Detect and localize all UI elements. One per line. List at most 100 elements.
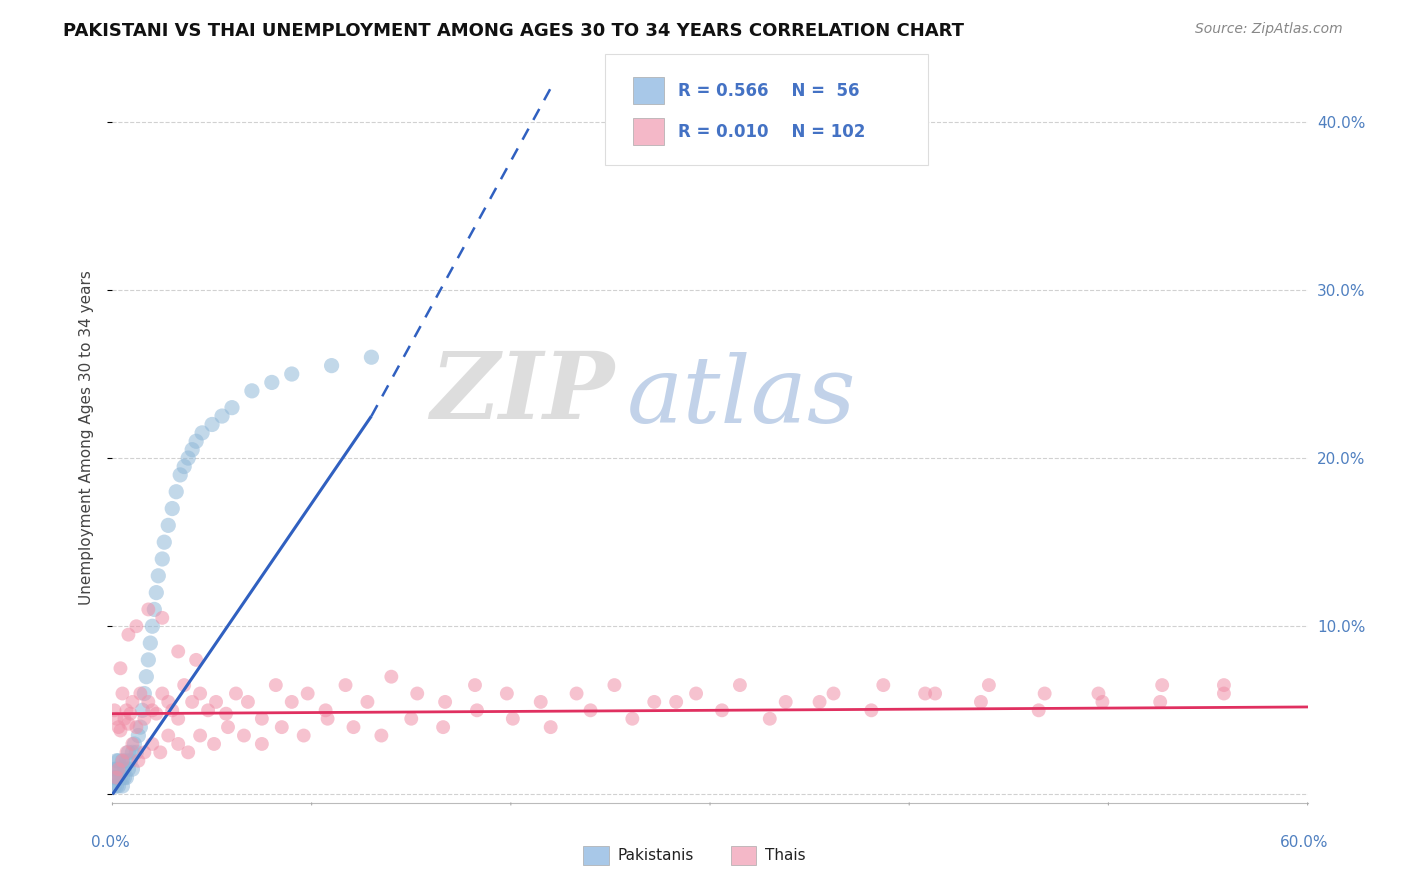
Point bbox=[530, 695, 553, 709]
Point bbox=[1152, 678, 1174, 692]
Point bbox=[233, 729, 256, 743]
Point bbox=[107, 720, 129, 734]
Point bbox=[149, 745, 172, 759]
Point bbox=[181, 695, 204, 709]
Point bbox=[360, 350, 382, 364]
Point bbox=[205, 695, 228, 709]
Point bbox=[169, 467, 191, 482]
Point bbox=[603, 678, 626, 692]
Point bbox=[111, 779, 134, 793]
Point bbox=[211, 409, 233, 423]
Point bbox=[281, 367, 304, 381]
Point bbox=[117, 716, 139, 731]
Point bbox=[162, 501, 183, 516]
Point bbox=[135, 670, 157, 684]
Point bbox=[145, 706, 167, 721]
Point bbox=[105, 771, 128, 785]
Point bbox=[121, 745, 143, 759]
Point bbox=[191, 425, 214, 440]
Point bbox=[321, 359, 343, 373]
Point bbox=[129, 720, 152, 734]
Text: 0.0%: 0.0% bbox=[91, 836, 131, 850]
Point bbox=[167, 644, 190, 658]
Point bbox=[177, 451, 200, 466]
Point bbox=[138, 653, 160, 667]
Point bbox=[250, 712, 273, 726]
Point bbox=[977, 678, 1000, 692]
Point bbox=[114, 762, 135, 776]
Point bbox=[117, 745, 139, 759]
Point bbox=[565, 686, 588, 700]
Point bbox=[217, 720, 239, 734]
Text: Source: ZipAtlas.com: Source: ZipAtlas.com bbox=[1195, 22, 1343, 37]
Point bbox=[1213, 686, 1236, 700]
Point bbox=[167, 712, 190, 726]
Point bbox=[970, 695, 993, 709]
Point bbox=[115, 703, 138, 717]
Text: R = 0.566    N =  56: R = 0.566 N = 56 bbox=[678, 82, 859, 100]
Point bbox=[117, 762, 139, 776]
Point bbox=[236, 695, 259, 709]
Point bbox=[465, 703, 488, 717]
Point bbox=[138, 695, 160, 709]
Point bbox=[121, 695, 143, 709]
Point bbox=[914, 686, 936, 700]
Point bbox=[496, 686, 519, 700]
Point bbox=[110, 723, 132, 738]
Point bbox=[107, 754, 129, 768]
Point bbox=[114, 771, 135, 785]
Point bbox=[643, 695, 665, 709]
Point bbox=[114, 712, 135, 726]
Point bbox=[281, 695, 304, 709]
Point bbox=[134, 686, 156, 700]
Point bbox=[107, 779, 129, 793]
Point bbox=[141, 737, 163, 751]
Point bbox=[240, 384, 263, 398]
Point bbox=[115, 745, 138, 759]
Point bbox=[188, 729, 211, 743]
Point bbox=[134, 712, 156, 726]
Point bbox=[120, 706, 142, 721]
Point bbox=[143, 602, 166, 616]
Point bbox=[134, 745, 156, 759]
Point bbox=[141, 619, 163, 633]
Point bbox=[401, 712, 423, 726]
Point bbox=[141, 703, 163, 717]
Point bbox=[464, 678, 486, 692]
Point bbox=[292, 729, 315, 743]
Point bbox=[860, 703, 883, 717]
Point bbox=[157, 729, 180, 743]
Point bbox=[221, 401, 243, 415]
Text: 60.0%: 60.0% bbox=[1281, 836, 1329, 850]
Point bbox=[197, 703, 219, 717]
Text: Pakistanis: Pakistanis bbox=[617, 848, 693, 863]
Point bbox=[260, 376, 283, 390]
Point bbox=[103, 703, 125, 717]
Point bbox=[685, 686, 707, 700]
Point bbox=[105, 712, 128, 726]
Y-axis label: Unemployment Among Ages 30 to 34 years: Unemployment Among Ages 30 to 34 years bbox=[79, 269, 94, 605]
Point bbox=[157, 518, 180, 533]
Text: PAKISTANI VS THAI UNEMPLOYMENT AMONG AGES 30 TO 34 YEARS CORRELATION CHART: PAKISTANI VS THAI UNEMPLOYMENT AMONG AGE… bbox=[63, 22, 965, 40]
Point bbox=[138, 602, 160, 616]
Point bbox=[105, 762, 128, 776]
Point bbox=[110, 771, 132, 785]
Point bbox=[728, 678, 751, 692]
Point bbox=[406, 686, 429, 700]
Point bbox=[188, 686, 211, 700]
Point bbox=[1149, 695, 1171, 709]
Point bbox=[759, 712, 782, 726]
Text: R = 0.010    N = 102: R = 0.010 N = 102 bbox=[678, 123, 865, 141]
Point bbox=[121, 737, 143, 751]
Point bbox=[264, 678, 287, 692]
Point bbox=[117, 627, 139, 641]
Point bbox=[315, 703, 337, 717]
Point bbox=[121, 762, 143, 776]
Point bbox=[173, 459, 195, 474]
Point bbox=[145, 585, 167, 599]
Point bbox=[924, 686, 946, 700]
Point bbox=[167, 737, 190, 751]
Point bbox=[370, 729, 392, 743]
Point bbox=[105, 771, 128, 785]
Point bbox=[162, 703, 183, 717]
